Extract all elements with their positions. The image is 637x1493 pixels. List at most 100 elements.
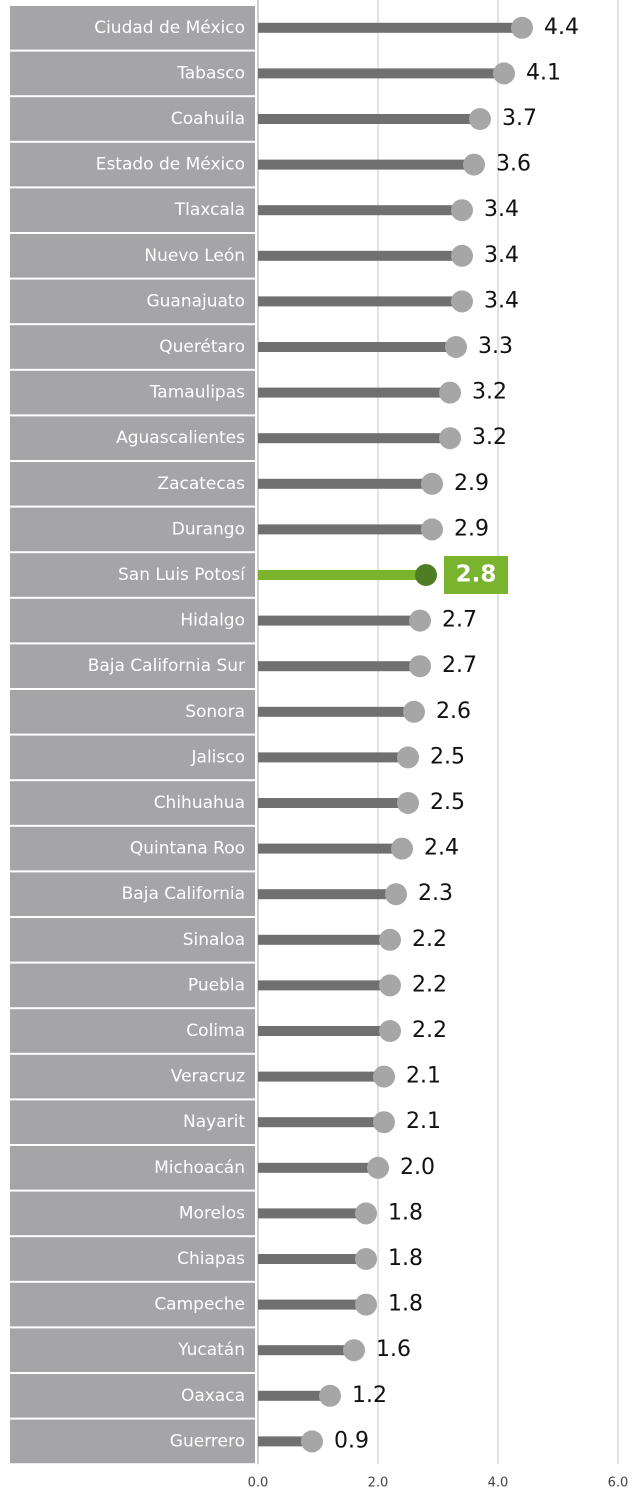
- bar: [258, 342, 456, 352]
- category-cell: [10, 1282, 255, 1327]
- category-cell: [10, 872, 255, 916]
- bar: [258, 843, 402, 854]
- dot: [451, 290, 473, 313]
- category-cell: [10, 416, 255, 460]
- bar: [258, 114, 480, 124]
- dot: [451, 199, 473, 222]
- bar: [258, 387, 450, 398]
- dot: [397, 746, 419, 769]
- category-label: Zacatecas: [157, 474, 245, 494]
- bar: [258, 980, 390, 991]
- category-cell: [10, 735, 255, 780]
- value-label: 2.6: [436, 699, 471, 724]
- category-label: San Luis Potosí: [118, 565, 246, 585]
- category-cell: [10, 1419, 255, 1464]
- x-tick-label: 6.0: [608, 1476, 629, 1491]
- category-label: Estado de México: [96, 155, 245, 175]
- category-cell: [10, 279, 255, 324]
- bar: [258, 570, 426, 580]
- value-label: 3.4: [484, 197, 519, 222]
- value-label: 2.5: [430, 790, 465, 815]
- category-label: Sinaloa: [183, 930, 245, 950]
- bar: [258, 1254, 366, 1264]
- bar: [258, 934, 390, 945]
- value-label: 0.9: [334, 1428, 369, 1453]
- value-label: 2.1: [406, 1064, 441, 1089]
- category-label: Durango: [172, 519, 245, 539]
- category-label: Veracruz: [171, 1067, 245, 1087]
- dot: [511, 16, 533, 39]
- category-label: Jalisco: [191, 747, 245, 767]
- bar: [258, 478, 432, 489]
- dot: [367, 1156, 389, 1179]
- category-label: Querétaro: [159, 337, 245, 357]
- category-label: Ciudad de México: [94, 18, 245, 38]
- dot: [373, 1065, 395, 1088]
- dot: [451, 244, 473, 267]
- category-cell: [10, 1146, 255, 1190]
- category-cell: [10, 1100, 255, 1144]
- value-label: 4.4: [544, 15, 579, 40]
- category-label: Chihuahua: [154, 793, 245, 813]
- value-label: 3.2: [472, 425, 507, 450]
- category-label: Nuevo León: [144, 246, 245, 266]
- category-label: Guerrero: [170, 1431, 245, 1451]
- category-label: Tamaulipas: [149, 383, 245, 403]
- category-label: Colima: [186, 1021, 245, 1041]
- value-label: 3.6: [496, 152, 531, 177]
- category-cell: [10, 781, 255, 825]
- x-tick-label: 4.0: [488, 1476, 509, 1491]
- value-label: 2.1: [406, 1109, 441, 1134]
- value-label: 1.2: [352, 1383, 387, 1408]
- category-cell: [10, 1191, 255, 1236]
- category-cell: [10, 6, 255, 50]
- value-label: 2.5: [430, 744, 465, 769]
- category-cell: [10, 553, 255, 597]
- dot: [403, 700, 425, 723]
- dot: [397, 792, 419, 814]
- x-tick-label: 2.0: [368, 1476, 389, 1491]
- dot: [421, 472, 443, 495]
- value-label: 3.4: [484, 243, 519, 268]
- category-label: Tabasco: [176, 63, 245, 83]
- bar: [258, 1390, 330, 1401]
- dot: [385, 883, 407, 906]
- category-label: Aguascalientes: [116, 428, 245, 448]
- bar: [258, 1208, 366, 1219]
- category-label: Coahuila: [171, 109, 245, 129]
- dot: [343, 1339, 365, 1362]
- category-cell: [10, 462, 255, 506]
- category-cell: [10, 51, 255, 96]
- category-label: Baja California Sur: [88, 656, 245, 676]
- value-label-box: [444, 556, 508, 594]
- value-label: 2.4: [424, 836, 459, 861]
- bar: [258, 1026, 390, 1036]
- bar: [258, 1071, 384, 1082]
- category-cell: [10, 188, 255, 232]
- category-cell: [10, 1328, 255, 1372]
- bar: [258, 1345, 354, 1356]
- value-label: 2.7: [442, 653, 477, 678]
- dot: [463, 153, 485, 176]
- value-label: 2.3: [418, 881, 453, 906]
- dot: [409, 609, 431, 632]
- category-label: Quintana Roo: [130, 839, 245, 859]
- category-label: Michoacán: [154, 1158, 245, 1178]
- dot: [493, 62, 515, 85]
- category-label: Morelos: [179, 1203, 245, 1223]
- category-cell: [10, 644, 255, 688]
- dot: [439, 427, 461, 450]
- dot: [469, 108, 491, 130]
- value-label: 2.9: [454, 516, 489, 541]
- dot: [439, 381, 461, 404]
- dot: [301, 1430, 323, 1453]
- category-label: Nayarit: [183, 1112, 245, 1132]
- bar: [258, 1299, 366, 1310]
- category-cell: [10, 1009, 255, 1053]
- category-label: Chiapas: [177, 1249, 245, 1269]
- bar: [258, 798, 408, 808]
- value-label: 1.8: [388, 1200, 423, 1225]
- value-label: 2.2: [412, 972, 447, 997]
- dot: [355, 1248, 377, 1270]
